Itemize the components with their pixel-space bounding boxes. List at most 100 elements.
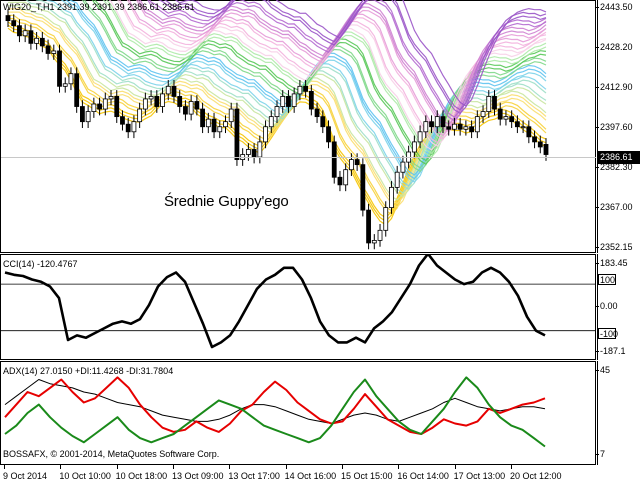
guppy-ma-line xyxy=(139,0,547,126)
guppy-ma-line xyxy=(137,0,547,129)
candle-body xyxy=(394,171,400,188)
candle-body xyxy=(57,50,62,87)
guppy-ma-line xyxy=(117,0,547,147)
cci-plot-area[interactable] xyxy=(0,254,596,360)
plus-di-line xyxy=(4,376,546,448)
candle-body xyxy=(183,106,188,115)
time-axis-label: 16 Oct 14:00 xyxy=(397,471,449,481)
candle-body xyxy=(411,141,417,153)
candle-body xyxy=(11,20,17,27)
candle-body xyxy=(286,96,291,107)
candle-body xyxy=(188,101,194,115)
current-price-tag: 2386.61 xyxy=(598,151,640,164)
candle-body xyxy=(120,116,125,125)
candle-body xyxy=(371,240,377,244)
price-chart-svg[interactable] xyxy=(0,0,597,253)
candle-body xyxy=(263,126,268,143)
adx-panel[interactable]: ADX(14) 27.0150 +DI:11.4268 -DI:31.7804 … xyxy=(0,361,640,465)
candle-body xyxy=(457,123,463,130)
time-axis-tick xyxy=(116,465,118,469)
candle-body xyxy=(251,149,257,158)
candle-body xyxy=(400,161,406,173)
candle-body xyxy=(463,126,469,130)
candle-body xyxy=(360,164,366,211)
candle-body xyxy=(497,108,503,120)
candle-body xyxy=(314,108,320,118)
cci-level-100: 100 xyxy=(598,274,616,285)
time-axis-label: 20 Oct 12:00 xyxy=(510,471,562,481)
guppy-ma-line xyxy=(25,0,547,194)
candle-body xyxy=(62,83,68,87)
price-scale[interactable] xyxy=(597,0,640,253)
price-panel[interactable]: WIG20_T,H1 2391.39 2391.39 2386.61 2386.… xyxy=(0,0,640,253)
candle-body xyxy=(5,15,11,22)
candle-body xyxy=(366,209,371,244)
candle-body xyxy=(308,90,314,110)
cci-scale[interactable] xyxy=(597,254,640,360)
candle-body xyxy=(45,45,51,54)
candle-body xyxy=(211,118,217,133)
time-axis-label: 17 Oct 13:00 xyxy=(453,471,506,481)
candle-body xyxy=(268,116,274,128)
candle-body xyxy=(245,149,251,155)
cci-panel[interactable]: CCI(14) -120.4767 183.45 0.00 -187.1 100… xyxy=(0,254,640,360)
cci-tick: -187.1 xyxy=(596,346,626,356)
adx-line xyxy=(4,379,546,424)
candle-body xyxy=(177,96,183,107)
candle-body xyxy=(165,85,171,95)
candle-body xyxy=(91,103,97,112)
candle-body xyxy=(417,131,423,143)
cci-chart-svg[interactable] xyxy=(0,254,597,360)
candle-body xyxy=(39,37,45,47)
candle-body xyxy=(337,176,343,186)
candle-body xyxy=(326,126,331,143)
adx-scale[interactable] xyxy=(597,361,640,465)
cci-level-minus-100: -100 xyxy=(598,328,619,339)
candle-body xyxy=(17,25,22,37)
time-axis-label: 15 Oct 15:00 xyxy=(341,471,393,481)
adx-plot-area[interactable] xyxy=(0,361,596,465)
candle-body xyxy=(274,106,280,118)
candle-body xyxy=(389,186,394,208)
current-price-line xyxy=(1,157,596,158)
candle-body xyxy=(429,121,434,128)
guppy-ma-line xyxy=(149,0,547,118)
cci-line xyxy=(4,254,546,349)
time-axis-label: 13 Oct 17:00 xyxy=(228,471,280,481)
candle-body xyxy=(205,118,211,128)
price-panel-title: WIG20_T,H1 2391.39 2391.39 2386.61 2386.… xyxy=(3,2,195,12)
candle-body xyxy=(131,121,137,133)
guppy-ma-line xyxy=(136,0,547,133)
candle-body xyxy=(303,85,309,92)
candle-body xyxy=(102,98,108,110)
adx-chart-svg[interactable] xyxy=(0,361,597,465)
guppy-ma-line xyxy=(108,0,547,151)
adx-tick: 45 xyxy=(595,365,611,375)
guppy-ma-line xyxy=(119,0,547,144)
candle-body xyxy=(223,121,228,128)
price-tick: 2382.30 xyxy=(596,162,633,172)
candle-body xyxy=(171,85,177,97)
candle-body xyxy=(377,229,383,241)
candle-body xyxy=(280,96,286,107)
cci-panel-title: CCI(14) -120.4767 xyxy=(3,259,78,269)
candle-body xyxy=(234,108,240,160)
candle-body xyxy=(125,123,131,133)
price-plot-area[interactable] xyxy=(0,0,596,253)
price-tick: 2412.90 xyxy=(596,82,633,92)
time-axis-tick xyxy=(398,465,400,469)
candle-body xyxy=(423,121,429,133)
candle-body xyxy=(520,126,526,129)
time-axis-label: 10 Oct 10:00 xyxy=(59,471,111,481)
price-tick: 2443.50 xyxy=(596,2,633,12)
candle-body xyxy=(503,116,509,120)
candle-body xyxy=(509,116,515,123)
candle-body xyxy=(217,126,223,133)
candle-body xyxy=(108,96,114,100)
candle-body xyxy=(80,106,85,123)
candle-body xyxy=(114,96,120,118)
guppy-ma-line xyxy=(147,0,547,122)
candle-body xyxy=(331,141,337,178)
candle-body xyxy=(526,126,532,138)
adx-panel-title: ADX(14) 27.0150 +DI:11.4268 -DI:31.7804 xyxy=(3,366,174,376)
